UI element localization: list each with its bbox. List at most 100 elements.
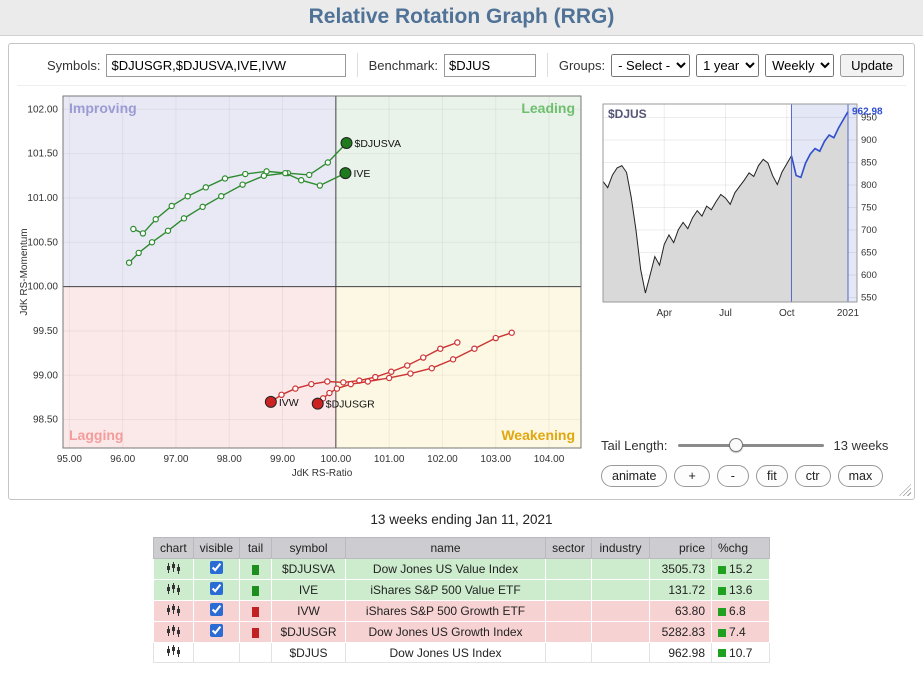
- chart-icon-cell: [152, 621, 194, 643]
- symbols-input[interactable]: [106, 53, 346, 77]
- tail-color-swatch[interactable]: [252, 585, 260, 596]
- header-name: name: [345, 537, 547, 559]
- name-cell: Dow Jones US Growth Index: [345, 621, 547, 643]
- chg-cell: 6.8: [711, 600, 771, 622]
- symbol-cell: $DJUSGR: [271, 621, 347, 643]
- chg-cell: 10.7: [711, 642, 771, 663]
- slider-track[interactable]: [677, 444, 824, 447]
- panel-content: Improving Leading Lagging Weakening 95.00 96.…: [17, 90, 906, 487]
- tail-color-swatch[interactable]: [252, 606, 260, 617]
- groups-select[interactable]: - Select -: [611, 53, 691, 77]
- chart-icon-cell: [152, 642, 194, 663]
- chg-color-square: [718, 586, 727, 595]
- header-sector: sector: [545, 537, 593, 559]
- svg-text:98.00: 98.00: [217, 454, 242, 465]
- symbol-cell: $DJUS: [271, 642, 347, 663]
- svg-text:$DJUSVA: $DJUSVA: [355, 138, 402, 150]
- svg-text:950: 950: [861, 113, 877, 124]
- svg-text:$DJUSGR: $DJUSGR: [326, 399, 375, 411]
- svg-text:$DJUS: $DJUS: [608, 107, 647, 121]
- header-chg: %chg: [711, 537, 771, 559]
- groups-label: Groups:: [558, 57, 606, 73]
- chart-icon-cell: [152, 558, 194, 580]
- chart-icon[interactable]: [166, 561, 181, 577]
- svg-text:Jul: Jul: [719, 308, 732, 319]
- svg-text:99.00: 99.00: [33, 370, 58, 381]
- period-select[interactable]: 1 year: [696, 53, 760, 77]
- interval-select[interactable]: Weekly: [765, 53, 835, 77]
- sector-cell: [545, 642, 593, 663]
- page-header: Relative Rotation Graph (RRG): [0, 0, 923, 36]
- rrg-panel: Symbols: Benchmark: Groups: - Select - 1…: [8, 43, 915, 500]
- visible-checkbox[interactable]: [209, 603, 223, 616]
- name-cell: Dow Jones US Value Index: [345, 558, 547, 580]
- chg-color-square: [718, 649, 727, 658]
- chart-icon[interactable]: [166, 582, 181, 598]
- header-symbol: symbol: [271, 537, 347, 559]
- price-cell: 63.80: [649, 600, 713, 622]
- slider-thumb[interactable]: [728, 438, 743, 452]
- svg-text:750: 750: [861, 203, 877, 214]
- svg-text:95.00: 95.00: [57, 454, 82, 465]
- sector-cell: [545, 579, 593, 601]
- tail-color-swatch[interactable]: [252, 564, 260, 575]
- tail-color-swatch[interactable]: [252, 627, 260, 638]
- toolbar: Symbols: Benchmark: Groups: - Select - 1…: [17, 50, 906, 86]
- chg-value: 6.8: [729, 604, 746, 618]
- price-cell: 962.98: [649, 642, 713, 663]
- benchmark-input[interactable]: [443, 53, 536, 77]
- header-industry: industry: [591, 537, 651, 559]
- name-cell: Dow Jones US Index: [345, 642, 547, 663]
- zoom-in-button[interactable]: +: [674, 465, 710, 487]
- right-column: 550 600 650 700 750 800 850 900 950 Apr Jul Oct 2021…: [601, 90, 901, 487]
- tail-length-slider[interactable]: [677, 437, 824, 453]
- chg-value: 15.2: [729, 562, 753, 576]
- visible-checkbox[interactable]: [209, 561, 223, 574]
- toolbar-divider: [546, 53, 548, 77]
- animate-button[interactable]: animate: [601, 465, 668, 487]
- symbol-cell: IVW: [271, 600, 347, 622]
- svg-text:99.00: 99.00: [270, 454, 295, 465]
- svg-text:96.00: 96.00: [110, 454, 135, 465]
- visible-checkbox[interactable]: [209, 582, 223, 595]
- chg-color-square: [718, 628, 727, 637]
- rrg-chart[interactable]: Improving Leading Lagging Weakening 95.00 96.…: [17, 90, 589, 487]
- table-row: IVE iShares S&P 500 Value ETF 131.72 13.…: [152, 579, 771, 601]
- zoom-out-button[interactable]: -: [716, 465, 749, 487]
- svg-text:700: 700: [861, 225, 877, 236]
- ctr-button[interactable]: ctr: [794, 465, 831, 487]
- svg-text:962.98: 962.98: [852, 107, 883, 118]
- header-chart: chart: [152, 537, 194, 559]
- svg-text:800: 800: [861, 180, 877, 191]
- table-row: $DJUSVA Dow Jones US Value Index 3505.73…: [152, 558, 771, 580]
- price-cell: 131.72: [649, 579, 713, 601]
- chg-value: 7.4: [729, 625, 746, 639]
- svg-text:900: 900: [861, 135, 877, 146]
- svg-text:Lagging: Lagging: [69, 427, 123, 443]
- symbols-table: chart visible tail symbol name sector in…: [152, 537, 771, 663]
- visible-checkbox[interactable]: [209, 624, 223, 637]
- svg-text:101.00: 101.00: [27, 193, 58, 204]
- symbol-cell: $DJUSVA: [271, 558, 347, 580]
- chg-cell: 13.6: [711, 579, 771, 601]
- benchmark-label: Benchmark:: [368, 57, 438, 73]
- svg-text:Weakening: Weakening: [501, 427, 575, 443]
- svg-text:Improving: Improving: [69, 100, 137, 116]
- max-button[interactable]: max: [837, 465, 884, 487]
- table-row: IVW iShares S&P 500 Growth ETF 63.80 6.8: [152, 600, 771, 622]
- fit-button[interactable]: fit: [755, 465, 788, 487]
- chart-icon[interactable]: [166, 645, 181, 660]
- svg-text:JdK RS-Ratio: JdK RS-Ratio: [292, 468, 353, 479]
- chart-icon[interactable]: [166, 624, 181, 640]
- benchmark-chart: 550 600 650 700 750 800 850 900 950 Apr Jul Oct 2021…: [601, 96, 901, 329]
- svg-text:550: 550: [861, 293, 877, 304]
- chart-icon[interactable]: [166, 603, 181, 619]
- spacer: [601, 329, 901, 437]
- symbols-label: Symbols:: [47, 57, 101, 73]
- tail-length-label: Tail Length:: [601, 437, 668, 453]
- update-button[interactable]: Update: [840, 53, 904, 77]
- svg-text:Oct: Oct: [779, 308, 795, 319]
- table-header-row: chart visible tail symbol name sector in…: [152, 537, 771, 559]
- tail-length-value: 13 weeks: [833, 437, 889, 453]
- industry-cell: [591, 621, 651, 643]
